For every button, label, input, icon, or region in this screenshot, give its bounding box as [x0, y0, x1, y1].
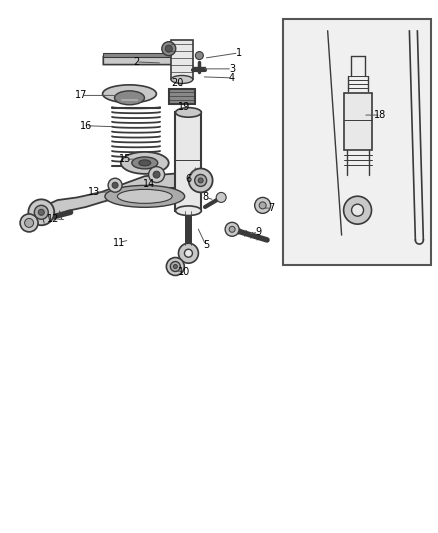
- Circle shape: [195, 52, 203, 60]
- Circle shape: [34, 205, 48, 219]
- Circle shape: [178, 243, 198, 263]
- Bar: [171, 39, 193, 79]
- Polygon shape: [103, 56, 191, 64]
- Ellipse shape: [132, 157, 158, 169]
- Circle shape: [148, 167, 165, 183]
- Circle shape: [25, 219, 34, 228]
- Text: 8: 8: [203, 192, 209, 203]
- Bar: [283, 19, 431, 265]
- Text: 9: 9: [255, 227, 261, 237]
- Circle shape: [173, 264, 177, 269]
- Circle shape: [162, 42, 176, 55]
- Ellipse shape: [115, 91, 145, 105]
- Text: 15: 15: [119, 154, 131, 164]
- Ellipse shape: [139, 160, 151, 166]
- Circle shape: [112, 182, 118, 188]
- Text: 11: 11: [113, 238, 125, 248]
- Circle shape: [108, 178, 122, 192]
- Ellipse shape: [121, 152, 169, 174]
- Text: 10: 10: [178, 267, 190, 277]
- Circle shape: [165, 45, 172, 52]
- Text: 20: 20: [171, 78, 184, 88]
- Text: 13: 13: [88, 187, 101, 197]
- Ellipse shape: [176, 206, 201, 215]
- Text: 3: 3: [229, 64, 235, 74]
- Text: 19: 19: [178, 102, 190, 112]
- Circle shape: [28, 199, 54, 225]
- Polygon shape: [40, 174, 206, 219]
- Circle shape: [229, 227, 235, 232]
- Text: 5: 5: [203, 240, 209, 251]
- Text: 2: 2: [133, 57, 139, 67]
- Polygon shape: [103, 53, 188, 56]
- Circle shape: [194, 174, 207, 187]
- Circle shape: [184, 249, 192, 257]
- Circle shape: [166, 257, 184, 276]
- Text: 1: 1: [236, 48, 242, 58]
- Text: 16: 16: [80, 120, 92, 131]
- Text: 17: 17: [75, 91, 88, 100]
- Circle shape: [352, 204, 364, 216]
- Circle shape: [153, 171, 160, 178]
- Ellipse shape: [102, 85, 156, 103]
- Bar: [343, 93, 371, 150]
- Text: 12: 12: [47, 214, 59, 224]
- Ellipse shape: [105, 185, 185, 207]
- Circle shape: [20, 214, 38, 232]
- Circle shape: [259, 202, 266, 209]
- Bar: [169, 88, 195, 104]
- Ellipse shape: [176, 108, 201, 117]
- Text: 7: 7: [268, 203, 275, 213]
- Ellipse shape: [171, 76, 193, 84]
- Bar: [176, 112, 201, 211]
- Text: 14: 14: [143, 179, 155, 189]
- Circle shape: [254, 197, 271, 213]
- Circle shape: [225, 222, 239, 236]
- Text: 6: 6: [185, 174, 191, 184]
- Circle shape: [198, 178, 203, 183]
- Circle shape: [189, 168, 212, 192]
- Circle shape: [170, 262, 180, 271]
- Circle shape: [38, 209, 44, 215]
- Circle shape: [216, 192, 226, 203]
- Ellipse shape: [117, 189, 172, 204]
- Text: 4: 4: [229, 73, 235, 83]
- Text: 18: 18: [374, 110, 387, 120]
- Circle shape: [343, 196, 371, 224]
